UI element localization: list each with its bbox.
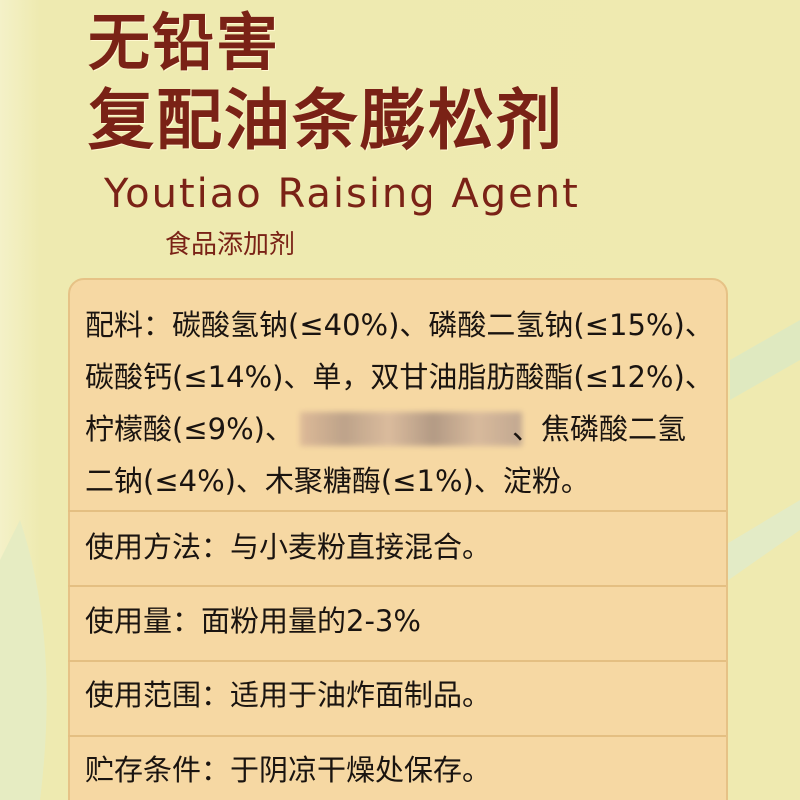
stripe [0, 520, 47, 800]
divider [68, 585, 726, 587]
ingredients-line: 配料：碳酸氢钠(≤40%)、磷酸二氢钠(≤15%)、 [85, 308, 714, 342]
storage: 贮存条件：于阴凉干燥处保存。 [85, 753, 492, 787]
divider [68, 510, 726, 512]
subtitle: Youtiao Raising Agent [104, 171, 580, 217]
stripe [730, 320, 800, 400]
blurred-text [300, 412, 522, 446]
ingredients-line: 二钠(≤4%)、木聚糖酶(≤1%)、淀粉。 [85, 464, 590, 498]
ingredients-line: 碳酸钙(≤14%)、单，双甘油脂肪酸酯(≤12%)、 [85, 360, 714, 394]
dosage: 使用量：面粉用量的2-3% [85, 604, 421, 638]
info-panel [68, 278, 728, 800]
title-line2: 复配油条膨松剂 [88, 82, 564, 159]
usage-method: 使用方法：与小麦粉直接混合。 [85, 530, 492, 564]
ingredients-line: 柠檬酸(≤9%)、 [85, 412, 294, 446]
ingredients-line: 、焦磷酸二氢 [512, 412, 687, 446]
category: 食品添加剂 [165, 230, 296, 260]
scope: 使用范围：适用于油炸面制品。 [85, 678, 492, 712]
divider [68, 735, 726, 737]
title-line1: 无铅害 [88, 6, 281, 79]
divider [68, 660, 726, 662]
